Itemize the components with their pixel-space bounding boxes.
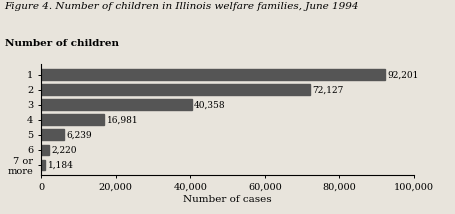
Bar xyxy=(41,160,46,170)
Text: Figure 4. Number of children in Illinois welfare families, June 1994: Figure 4. Number of children in Illinois… xyxy=(5,2,359,11)
Bar xyxy=(41,129,64,140)
Bar xyxy=(41,144,49,155)
Text: Number of children: Number of children xyxy=(5,39,119,48)
Text: 1,184: 1,184 xyxy=(48,160,73,169)
Text: 92,201: 92,201 xyxy=(387,70,419,79)
Bar xyxy=(41,99,192,110)
X-axis label: Number of cases: Number of cases xyxy=(183,195,272,204)
Bar xyxy=(41,69,385,80)
Text: 16,981: 16,981 xyxy=(106,115,138,124)
Text: 72,127: 72,127 xyxy=(312,85,344,94)
Text: 6,239: 6,239 xyxy=(66,130,92,139)
Bar xyxy=(41,84,310,95)
Text: 40,358: 40,358 xyxy=(194,100,225,109)
Text: 2,220: 2,220 xyxy=(51,146,77,155)
Bar xyxy=(41,114,104,125)
